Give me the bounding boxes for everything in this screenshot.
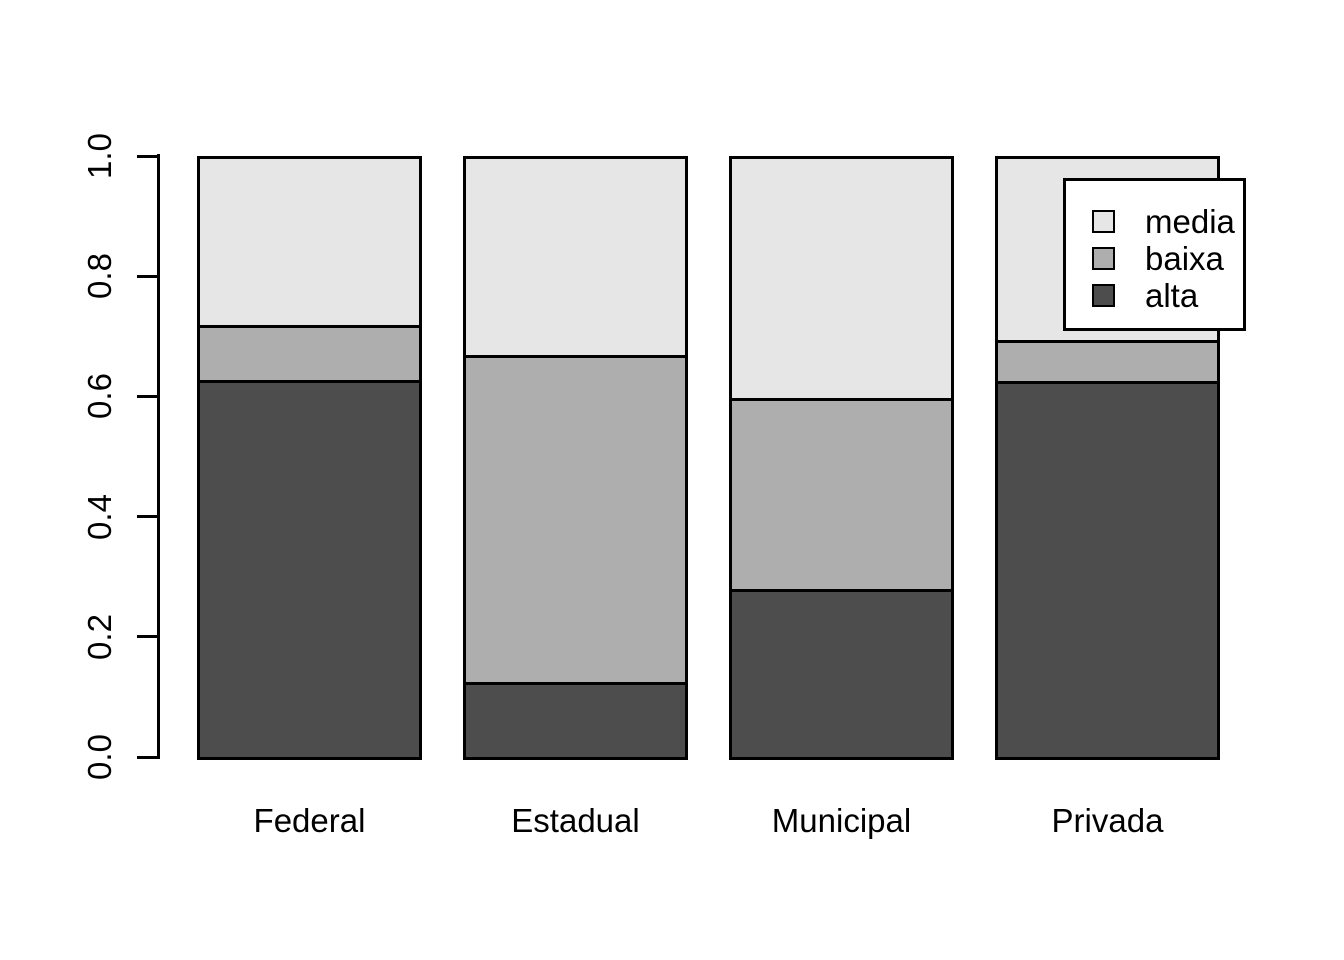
y-axis-line (157, 154, 160, 759)
legend-swatch-media (1092, 210, 1115, 233)
bar-segment-alta (466, 682, 685, 757)
legend-label-alta: alta (1145, 277, 1199, 314)
legend-label-baixa: baixa (1145, 240, 1224, 277)
y-axis-tick (137, 515, 157, 518)
bar-segment-alta (732, 589, 951, 757)
x-axis-label-privada: Privada (1051, 802, 1164, 839)
legend-row-media: media (1092, 203, 1243, 240)
y-axis-tick-label: 0.8 (81, 253, 118, 299)
bar-segment-baixa (466, 354, 685, 683)
bar-segment-baixa (200, 324, 419, 380)
bar-segment-baixa (732, 398, 951, 590)
y-axis-tick-label: 1.0 (81, 133, 118, 179)
y-axis-tick-label: 0.6 (81, 373, 118, 419)
x-axis-label-federal: Federal (253, 802, 366, 839)
legend-row-baixa: baixa (1092, 240, 1243, 277)
bar-federal (197, 156, 422, 760)
bar-segment-alta (998, 381, 1217, 757)
legend-swatch-alta (1092, 284, 1115, 307)
bar-estadual (463, 156, 688, 760)
bar-municipal (729, 156, 954, 760)
legend-row-alta: alta (1092, 277, 1243, 314)
legend: media baixa alta (1063, 178, 1246, 331)
bar-segment-media (200, 159, 419, 325)
legend-swatch-baixa (1092, 247, 1115, 270)
bar-segment-media (732, 159, 951, 399)
y-axis-tick-label: 0.4 (81, 494, 118, 540)
bar-segment-media (466, 159, 685, 355)
bar-segment-alta (200, 379, 419, 757)
y-axis-tick (137, 275, 157, 278)
y-axis-tick-label: 0.0 (81, 734, 118, 780)
y-axis-tick (137, 395, 157, 398)
legend-label-media: media (1145, 203, 1235, 240)
x-axis-label-estadual: Estadual (511, 802, 640, 839)
y-axis-tick (137, 155, 157, 158)
y-axis-tick-label: 0.2 (81, 614, 118, 660)
y-axis-tick (137, 635, 157, 638)
bar-segment-baixa (998, 340, 1217, 382)
x-axis-label-municipal: Municipal (771, 802, 912, 839)
y-axis-tick (137, 756, 157, 759)
